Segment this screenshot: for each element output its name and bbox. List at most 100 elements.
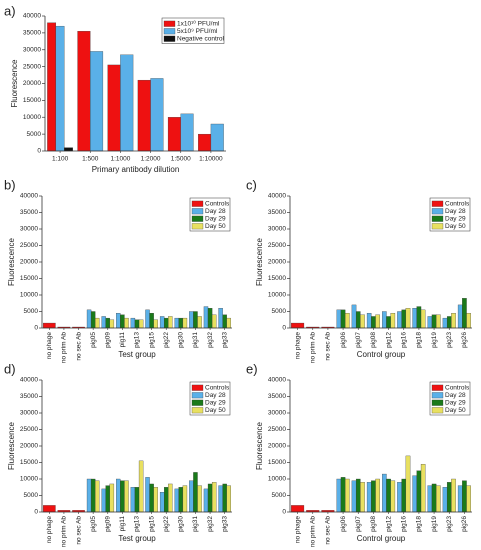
panel-label: b) (4, 177, 16, 192)
x-tick-label: no phage (46, 332, 53, 359)
legend-label: Day 29 (445, 399, 466, 406)
y-tick-label: 40000 (268, 377, 286, 384)
x-tick-label: pig06 (340, 516, 347, 532)
bar (351, 480, 357, 513)
legend-swatch (431, 200, 444, 207)
bar (345, 478, 350, 513)
y-tick-label: 35000 (20, 209, 38, 216)
bar (168, 316, 173, 329)
bar (95, 480, 100, 513)
y-tick-label: 40000 (268, 193, 286, 200)
legend-label: Controls (205, 200, 230, 207)
bar (207, 308, 213, 329)
bar (203, 306, 209, 329)
bar (90, 311, 96, 329)
y-tick-label: 10000 (23, 114, 41, 121)
bar (130, 317, 136, 329)
y-tick-label: 35000 (23, 30, 41, 37)
x-tick-label: pig09 (104, 332, 111, 348)
y-tick-label: 0 (34, 509, 38, 516)
bar (86, 478, 92, 513)
legend-swatch (431, 399, 444, 406)
legend-swatch (191, 208, 204, 215)
bar (345, 312, 350, 329)
legend-label: 5x10⁹ PFU/ml (177, 28, 218, 35)
bar (457, 485, 463, 513)
bar (174, 317, 179, 329)
x-tick-label: pig13 (134, 516, 141, 532)
bar (138, 319, 144, 329)
x-tick-label: pig12 (385, 516, 392, 532)
bar (386, 478, 391, 513)
x-tick-label: pig15 (148, 516, 155, 532)
x-tick-label: pig22 (163, 516, 170, 532)
bar (116, 312, 121, 329)
bar (451, 478, 456, 513)
panel-label: d) (4, 361, 16, 376)
x-tick-label: pig31 (192, 516, 199, 532)
bar (466, 485, 471, 513)
bar (462, 298, 467, 329)
bar (193, 472, 198, 513)
bar (145, 309, 150, 329)
bar (86, 309, 92, 329)
bar (397, 311, 402, 329)
bar (382, 311, 387, 329)
bar (124, 317, 129, 329)
bar (90, 51, 104, 152)
y-tick-label: 40000 (20, 377, 38, 384)
y-tick-label: 15000 (268, 459, 286, 466)
x-tick-label: 1:1000 (110, 156, 130, 163)
bar (189, 311, 194, 329)
bar (371, 316, 376, 329)
x-tick-label: pig19 (431, 516, 438, 532)
y-tick-label: 20000 (268, 259, 286, 266)
bar (101, 488, 106, 513)
y-tick-label: 35000 (268, 393, 286, 400)
bar (412, 308, 417, 329)
bar (182, 317, 188, 329)
x-tick-label: pig23 (446, 516, 453, 532)
x-tick-label: pig08 (370, 332, 377, 348)
y-axis-label: Fluorescence (10, 59, 19, 108)
bar (412, 475, 417, 513)
bar (167, 117, 181, 152)
legend-swatch (191, 384, 204, 391)
bar (43, 322, 56, 329)
bar (427, 316, 433, 329)
panel-label: a) (4, 3, 16, 18)
bar (375, 478, 380, 513)
bar (197, 485, 202, 513)
bar (95, 317, 100, 329)
x-tick-label: pig22 (163, 332, 170, 348)
y-tick-label: 0 (37, 148, 41, 155)
y-tick-label: 25000 (268, 426, 286, 433)
bar (90, 478, 96, 513)
x-tick-label: pig11 (119, 516, 126, 532)
x-tick-label: pig33 (221, 332, 228, 348)
x-tick-label: 1:10000 (199, 156, 223, 163)
bar (101, 316, 106, 329)
y-tick-label: 20000 (20, 259, 38, 266)
bar (120, 314, 125, 329)
y-tick-label: 30000 (268, 226, 286, 233)
legend-swatch (191, 223, 204, 230)
bar (226, 485, 231, 513)
y-tick-label: 15000 (23, 97, 41, 104)
legend-swatch (431, 208, 444, 215)
bar (159, 492, 165, 513)
bar (189, 480, 194, 513)
y-tick-label: 30000 (23, 46, 41, 53)
y-tick-label: 5000 (24, 308, 39, 315)
x-tick-label: no prim Ab (309, 516, 316, 547)
bar (436, 314, 441, 329)
bar (340, 309, 346, 329)
bar (420, 309, 426, 329)
legend-label: Day 50 (205, 407, 226, 414)
legend-label: Negative control (177, 35, 225, 42)
y-tick-label: 10000 (20, 292, 38, 299)
legend-swatch (163, 35, 176, 42)
y-tick-label: 20000 (20, 443, 38, 450)
y-tick-label: 0 (282, 509, 286, 516)
bar (291, 322, 305, 329)
